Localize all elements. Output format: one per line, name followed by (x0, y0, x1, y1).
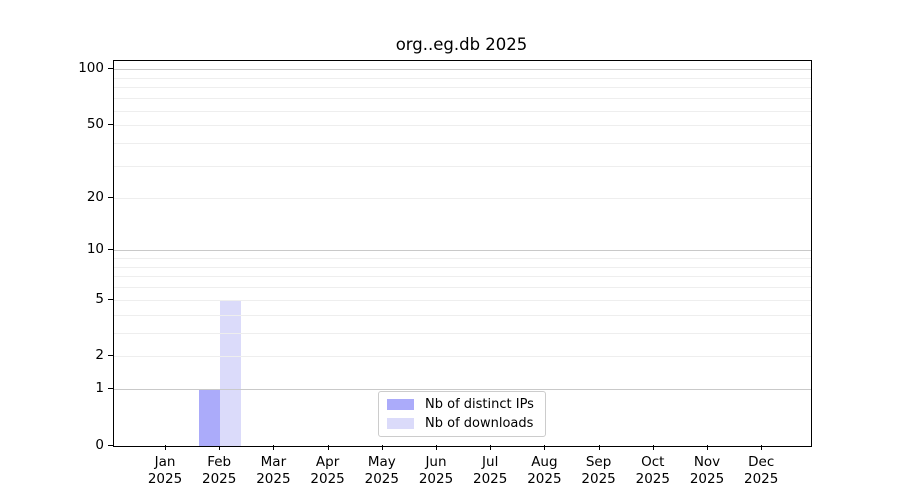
x-axis-label-dec: Dec 2025 (744, 454, 779, 487)
y-gridline-9 (114, 258, 811, 260)
x-axis-label-jun: Jun 2025 (418, 454, 454, 487)
x-tick-mark (436, 445, 437, 450)
y-gridline-6 (114, 287, 811, 289)
y-gridline-80 (114, 87, 811, 89)
legend-label-downloads: Nb of downloads (425, 416, 534, 431)
y-gridline-40 (114, 142, 811, 144)
y-gridline-60 (114, 110, 811, 112)
y-gridline-70 (114, 98, 811, 100)
y-axis-label-0: 0 (95, 437, 104, 453)
x-axis-label-may: May 2025 (364, 454, 399, 487)
legend-entry-distinct-ips: Nb of distinct IPs (387, 395, 536, 414)
x-axis-label-jan: Jan 2025 (147, 454, 183, 487)
x-axis-label-jul: Jul 2025 (473, 454, 508, 487)
y-axis-label-20: 20 (86, 188, 104, 205)
x-tick-mark (598, 445, 600, 450)
x-tick-mark (219, 445, 221, 450)
x-tick-mark (707, 445, 708, 450)
y-gridline-90 (114, 77, 811, 79)
x-tick-mark (490, 445, 492, 450)
x-tick-mark (652, 445, 654, 450)
x-tick-mark (761, 445, 763, 450)
y-gridline-5 (114, 299, 811, 301)
legend: Nb of distinct IPs Nb of downloads (378, 391, 546, 437)
x-axis-label-apr: Apr 2025 (310, 454, 345, 487)
y-axis-label-50: 50 (86, 116, 104, 133)
y-gridline-4 (114, 314, 811, 316)
y-axis-label-10: 10 (86, 241, 104, 258)
y-gridline-10 (114, 250, 811, 252)
y-gridline-30 (114, 165, 811, 167)
legend-swatch-distinct-ips (387, 399, 414, 410)
x-tick-mark (165, 445, 166, 450)
x-axis-label-nov: Nov 2025 (689, 454, 725, 487)
y-axis-label-1: 1 (95, 380, 104, 397)
x-tick-mark (381, 445, 383, 450)
x-tick-mark (544, 445, 546, 450)
y-tick-mark (108, 249, 113, 251)
x-axis-label-aug: Aug 2025 (527, 454, 562, 487)
y-gridline-100 (114, 69, 811, 71)
y-axis-label-5: 5 (95, 290, 104, 307)
legend-entry-downloads: Nb of downloads (387, 414, 536, 433)
y-tick-mark (108, 298, 113, 300)
y-axis-label-100: 100 (78, 60, 104, 77)
y-tick-mark (108, 388, 113, 390)
x-tick-mark (273, 445, 275, 450)
chart-title: org..eg.db 2025 (395, 35, 528, 54)
y-gridline-8 (114, 266, 811, 268)
y-tick-mark (108, 445, 113, 446)
y-tick-mark (108, 124, 113, 126)
y-gridline-2 (114, 356, 811, 358)
y-gridline-7 (114, 276, 811, 278)
x-axis-label-feb: Feb 2025 (202, 454, 237, 487)
legend-swatch-downloads (387, 418, 414, 429)
y-tick-mark (108, 355, 113, 357)
x-axis-label-sep: Sep 2025 (581, 454, 616, 487)
bar-downloads-feb (220, 299, 242, 446)
y-gridline-1 (114, 389, 811, 391)
y-gridline-20 (114, 197, 811, 199)
y-gridline-3 (114, 332, 811, 334)
bar-distinct-ips-feb (198, 389, 221, 446)
x-tick-mark (327, 445, 329, 450)
x-axis-label-mar: Mar 2025 (256, 454, 291, 487)
plot-area (113, 60, 812, 447)
y-tick-mark (108, 68, 113, 70)
x-axis-label-oct: Oct 2025 (635, 454, 670, 487)
y-gridline-50 (114, 125, 811, 127)
y-axis-label-2: 2 (95, 347, 104, 364)
legend-label-distinct-ips: Nb of distinct IPs (425, 397, 534, 412)
y-tick-mark (108, 196, 113, 198)
